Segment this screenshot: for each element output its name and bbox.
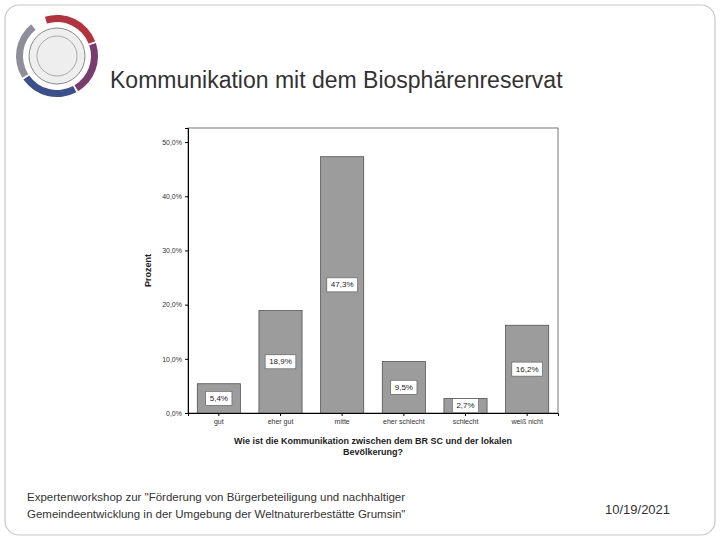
y-axis-title: Prozent — [143, 254, 153, 287]
data-label: 5,4% — [206, 391, 232, 405]
data-label: 18,9% — [265, 355, 296, 369]
data-label-box — [452, 399, 478, 413]
axis-line — [189, 414, 559, 417]
axis-line — [185, 129, 189, 414]
x-axis: gut eher gut mitte eher schlecht schlecht wei… — [189, 413, 559, 426]
tick-label: 0,0% — [166, 410, 182, 417]
data-labels: 5,4% 18,9% 47,3% 9,5% 2,7% 16,2% — [206, 278, 543, 413]
tick-mark — [185, 196, 188, 197]
data-label-box — [327, 278, 358, 292]
tick-label: 30,0% — [162, 247, 182, 254]
x-axis-title: Wie ist die Kommunikation zwischen dem B… — [234, 436, 512, 457]
bar — [321, 157, 364, 413]
data-label-text: 9,5% — [395, 383, 413, 392]
date: 10/19/2021 — [605, 502, 670, 517]
tick-label: gut — [214, 418, 224, 426]
tick-label: 40,0% — [162, 193, 182, 200]
slide-frame — [5, 5, 715, 535]
data-label-text: 5,4% — [210, 394, 228, 403]
tick-mark — [185, 413, 188, 414]
data-label-text: 16,2% — [516, 365, 539, 374]
tick-mark — [527, 413, 528, 416]
tick-label: eher gut — [268, 418, 294, 426]
bar — [382, 362, 425, 413]
plot-frame — [188, 128, 558, 413]
tick-mark — [403, 413, 404, 416]
logo-seal-inner — [37, 36, 77, 76]
bar — [444, 398, 487, 413]
tick-label: 20,0% — [162, 301, 182, 308]
data-label-text: 2,7% — [456, 401, 474, 410]
tick: 20,0% — [162, 301, 188, 308]
data-label: 9,5% — [391, 380, 417, 394]
y-axis: 0,0% 10,0% 20,0% 30,0% 40,0% 50,0% — [162, 129, 188, 417]
footer: Expertenworkshop zur "Förderung von Bürg… — [27, 491, 405, 503]
tick-label: 10,0% — [162, 356, 182, 363]
tick-label: schlecht — [453, 418, 479, 425]
footer: Gemeindeentwicklung in der Umgebung der … — [27, 508, 405, 520]
data-label-box — [512, 362, 543, 376]
tick-mark — [185, 250, 188, 251]
slide-title: Kommunikation mit dem Biosphärenreservat — [110, 67, 563, 93]
data-label: 2,7% — [452, 399, 478, 413]
tick-mark — [280, 413, 281, 416]
tick: weiß nicht — [510, 413, 543, 425]
tick: 0,0% — [166, 410, 188, 417]
tick: mitte — [335, 413, 350, 425]
tick-mark — [218, 413, 219, 416]
tick: eher schlecht — [383, 413, 425, 425]
data-label: 47,3% — [327, 278, 358, 292]
tick-mark — [185, 359, 188, 360]
data-label-box — [391, 380, 417, 394]
tick: 30,0% — [162, 247, 188, 254]
tick-label: mitte — [335, 418, 350, 425]
tick-label: eher schlecht — [383, 418, 425, 425]
bar — [506, 325, 549, 413]
data-label-text: 18,9% — [269, 357, 292, 366]
slide: Kommunikation mit dem Biosphärenreservat… — [0, 0, 720, 540]
logo-seal — [29, 28, 85, 84]
tick-label: weiß nicht — [510, 418, 543, 425]
tick-label: 50,0% — [162, 139, 182, 146]
tick: 50,0% — [162, 139, 188, 146]
tick-mark — [185, 142, 188, 143]
bar — [259, 311, 302, 413]
data-label-text: 47,3% — [331, 280, 354, 289]
tick: gut — [214, 413, 224, 426]
data-label-box — [206, 391, 232, 405]
bars — [197, 157, 549, 413]
tick: 10,0% — [162, 356, 188, 363]
data-label-box — [265, 355, 296, 369]
tick: 40,0% — [162, 193, 188, 200]
tick: eher gut — [268, 413, 294, 426]
tick-mark — [465, 413, 466, 416]
tick-mark — [342, 413, 343, 416]
tick-mark — [185, 305, 188, 306]
logo — [16, 15, 98, 97]
tick: schlecht — [453, 413, 479, 425]
data-label: 16,2% — [512, 362, 543, 376]
bar — [197, 384, 240, 413]
